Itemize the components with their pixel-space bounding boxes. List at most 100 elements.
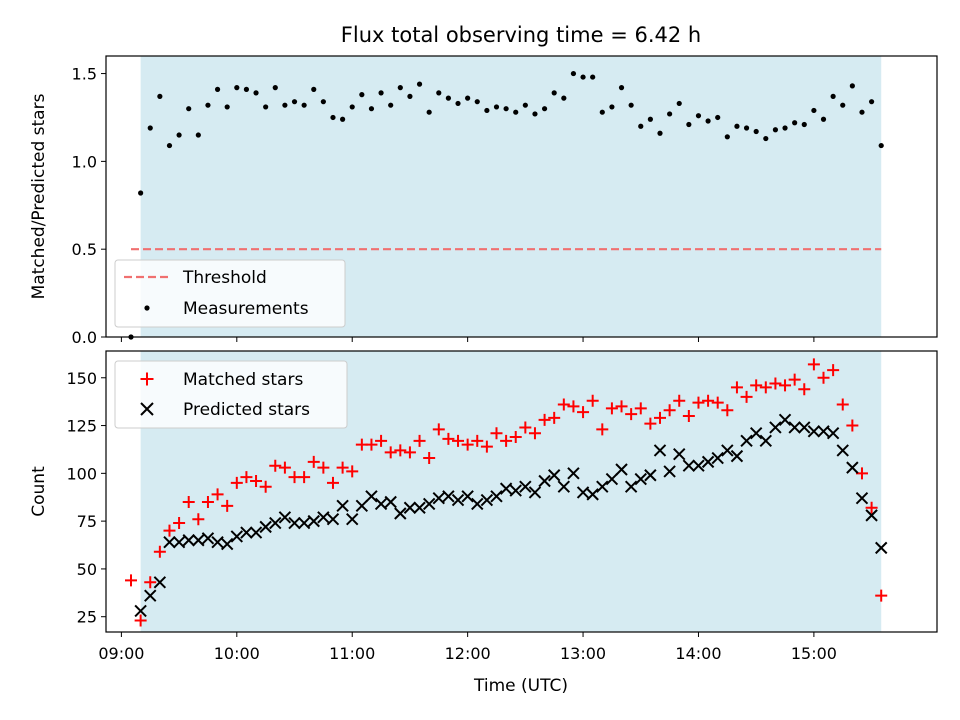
predicted-stars-point [721,444,734,457]
matched-stars-point [625,408,638,421]
measurement-point [570,70,577,77]
predicted-stars-point [269,516,282,530]
legend-matched-swatch [140,372,154,386]
measurement-point [811,107,817,114]
x-tick-label: 11:00 [329,644,375,663]
predicted-stars-point [403,501,417,514]
predicted-stars-point [134,604,147,618]
predicted-stars-point [461,490,474,503]
measurement-point [551,90,557,96]
matched-stars-point [346,465,359,478]
matched-stars-point [442,432,455,445]
top-panel: 0.0 0.5 1.0 1.5 Matched/Predicted stars Thr… [29,55,938,347]
matched-stars-point [298,471,311,484]
predicted-stars-point [336,499,349,513]
measurement-point [263,104,269,110]
x-tick-label: 15:00 [791,644,837,663]
matched-stars-point [182,496,195,509]
measurement-point [503,106,509,112]
matched-stars-point [711,396,724,409]
predicted-stars-point [788,421,801,434]
measurement-point [724,134,730,140]
measurement-point [618,85,625,91]
matched-stars-point [836,398,849,411]
predicted-stars-point [865,509,878,522]
measurement-point [205,102,211,108]
measurement-point [830,93,836,99]
predicted-stars-point [817,425,830,438]
predicted-stars-point [759,434,773,448]
matched-stars-point [394,444,407,457]
measurement-point [657,130,663,136]
matched-stars-point [153,545,166,558]
measurement-point [397,85,403,91]
predicted-stars-point [182,534,195,547]
measurement-point [253,90,259,96]
measurement-point [455,100,461,107]
top-y-tick-label: 0.5 [72,240,97,259]
matched-stars-point [769,377,782,390]
measurement-point [147,125,153,131]
measurement-point [782,125,788,131]
measurement-point [590,74,596,80]
measurement-point [667,111,673,117]
matched-stars-point [528,427,541,440]
matched-stars-point [230,476,243,489]
measurement-point [234,85,240,91]
measurement-point [580,74,586,80]
predicted-stars-point [875,541,888,555]
bottom-panel: 25 50 75 100 125 150 09:00 10:00 11:00 12:00 13:00… [29,350,938,663]
matched-stars-point [384,446,397,459]
legend-measurements-label: Measurements [183,299,309,319]
predicted-stars-point [201,532,215,545]
legend-measurements-swatch [144,305,150,311]
measurement-point [638,123,644,129]
predicted-stars-point [778,413,792,427]
measurement-point [291,99,298,105]
predicted-stars-point [211,535,224,549]
predicted-stars-point [480,493,494,507]
legend-predicted-label: Predicted stars [183,400,310,420]
predicted-stars-point [413,501,426,514]
matched-stars-point [740,390,753,403]
matched-stars-point [875,589,888,602]
bottom-y-tick-label: 125 [66,417,97,436]
matched-stars-point [759,381,772,394]
predicted-stars-point [490,490,503,503]
matched-stars-point [336,461,349,474]
matched-stars-point [807,358,820,371]
x-tick-label: 10:00 [214,644,260,663]
predicted-stars-point [509,484,522,497]
predicted-stars-point [288,516,301,530]
measurement-point [214,86,221,92]
matched-stars-point [432,423,445,436]
measurement-point [166,142,173,149]
predicted-stars-point [557,480,571,493]
matched-stars-point [211,488,224,501]
predicted-stars-point [798,421,811,434]
measurement-point [734,123,740,129]
measurement-point [705,118,711,124]
predicted-stars-point [163,535,176,549]
predicted-stars-point [442,490,455,503]
measurement-point [647,116,653,122]
x-tick-label: 14:00 [675,644,721,663]
x-tick-label: 13:00 [560,644,606,663]
matched-stars-point [605,402,618,415]
predicted-stars-point [846,461,859,474]
matched-stars-point [798,383,811,396]
predicted-stars-point [172,535,186,549]
predicted-stars-point [422,497,436,511]
matched-stars-point [721,404,734,417]
matched-stars-point [682,409,695,422]
matched-stars-point [654,411,666,424]
measurement-point [792,120,798,126]
predicted-stars-point [769,421,782,434]
predicted-stars-point [836,444,849,457]
predicted-stars-point [807,425,821,438]
matched-stars-point [817,371,830,384]
measurement-point [349,104,355,110]
bottom-y-axis-label: Count [29,466,49,517]
predicted-stars-point [567,467,580,480]
